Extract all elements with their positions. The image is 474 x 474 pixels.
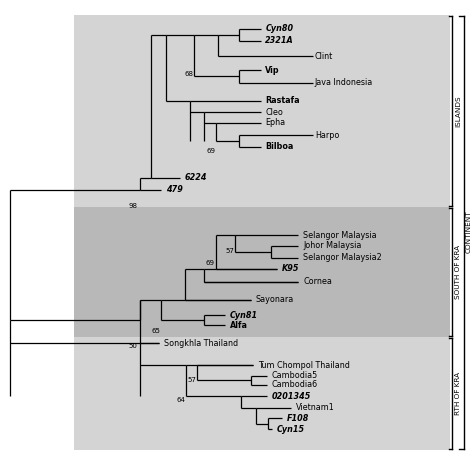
Text: 57: 57	[226, 248, 235, 254]
Text: Vip: Vip	[265, 65, 280, 74]
Text: Selangor Malaysia: Selangor Malaysia	[303, 231, 377, 240]
Text: SOUTH OF KRA: SOUTH OF KRA	[455, 245, 461, 299]
Text: CONTINENT: CONTINENT	[465, 210, 472, 253]
Text: Harpo: Harpo	[315, 131, 339, 140]
Text: Epha: Epha	[265, 118, 285, 128]
Text: Johor Malaysia: Johor Malaysia	[303, 241, 362, 250]
Text: Sayonara: Sayonara	[256, 295, 294, 304]
Text: Bilboa: Bilboa	[265, 142, 294, 151]
Bar	[74, 15, 449, 207]
Text: Tum Chompol Thailand: Tum Chompol Thailand	[258, 361, 350, 370]
Text: 2321A: 2321A	[265, 36, 294, 45]
Text: Songkhla Thailand: Songkhla Thailand	[164, 339, 238, 348]
Text: Rastafa: Rastafa	[265, 96, 300, 105]
Text: 65: 65	[152, 328, 160, 334]
Text: Cornea: Cornea	[303, 277, 332, 286]
Text: RTH OF KRA: RTH OF KRA	[455, 372, 461, 415]
Bar	[74, 207, 449, 337]
Text: Vietnam1: Vietnam1	[296, 403, 335, 412]
Text: Cambodia6: Cambodia6	[272, 381, 318, 390]
Text: Java Indonesia: Java Indonesia	[315, 78, 373, 87]
Text: 6224: 6224	[185, 173, 208, 182]
Text: Cleo: Cleo	[265, 108, 283, 117]
Text: ISLANDS: ISLANDS	[455, 96, 461, 128]
Text: 0201345: 0201345	[272, 392, 311, 401]
Text: Cambodia5: Cambodia5	[272, 371, 318, 380]
Text: 98: 98	[129, 203, 138, 209]
Text: 69: 69	[206, 260, 215, 266]
Text: 69: 69	[207, 148, 216, 154]
Text: Cyn81: Cyn81	[230, 310, 258, 319]
Text: 479: 479	[166, 185, 183, 194]
Text: 68: 68	[184, 71, 193, 77]
Text: Clint: Clint	[315, 52, 333, 61]
Text: Alfa: Alfa	[230, 321, 248, 330]
Text: F108: F108	[287, 414, 309, 423]
Text: Cyn15: Cyn15	[277, 425, 305, 434]
Text: 50: 50	[129, 343, 138, 349]
Bar	[74, 337, 449, 450]
Text: 57: 57	[188, 377, 197, 383]
Text: 64: 64	[176, 397, 185, 403]
Text: K95: K95	[282, 264, 299, 273]
Text: Selangor Malaysia2: Selangor Malaysia2	[303, 253, 382, 262]
Text: Cyn80: Cyn80	[265, 25, 293, 34]
